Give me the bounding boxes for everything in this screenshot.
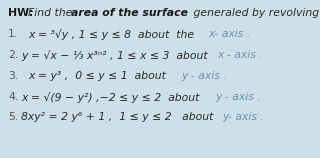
Text: x- axis .: x- axis . (208, 29, 250, 39)
Text: Find the: Find the (28, 8, 76, 18)
Text: area of the surface: area of the surface (71, 8, 188, 18)
Text: HW:: HW: (8, 8, 37, 18)
Text: 3.: 3. (8, 71, 18, 81)
Text: y - axis .: y - axis . (181, 71, 227, 81)
Text: y = √x − ¹⁄₃ x³ⁿ² , 1 ≤ x ≤ 3  about: y = √x − ¹⁄₃ x³ⁿ² , 1 ≤ x ≤ 3 about (21, 50, 208, 61)
Text: y - axis .: y - axis . (215, 92, 261, 102)
Text: x = ³√y , 1 ≤ y ≤ 8  about  the: x = ³√y , 1 ≤ y ≤ 8 about the (28, 29, 194, 40)
Text: 1.: 1. (8, 29, 18, 39)
Text: 2.: 2. (8, 50, 18, 60)
Text: x = √(9 − y²) ,−2 ≤ y ≤ 2  about: x = √(9 − y²) ,−2 ≤ y ≤ 2 about (21, 92, 199, 103)
Text: x - axis .: x - axis . (217, 50, 263, 60)
Text: x = y³ ,  0 ≤ y ≤ 1  about: x = y³ , 0 ≤ y ≤ 1 about (28, 71, 166, 81)
Text: 4.: 4. (8, 92, 18, 102)
Text: y- axis .: y- axis . (222, 112, 264, 122)
Text: 8xy² = 2 y⁶ + 1 ,  1 ≤ y ≤ 2   about: 8xy² = 2 y⁶ + 1 , 1 ≤ y ≤ 2 about (21, 112, 213, 122)
Text: 5.: 5. (8, 112, 18, 122)
Text: generaled by revolving: generaled by revolving (190, 8, 319, 18)
